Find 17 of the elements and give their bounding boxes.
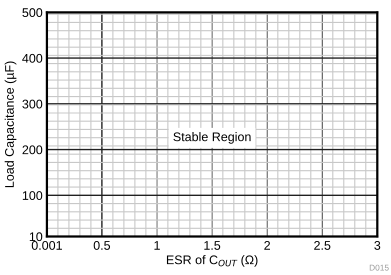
y-tick-label: 500 bbox=[22, 8, 42, 18]
x-axis-title: ESR of C$_{OUT}$ (Ω) bbox=[166, 255, 258, 267]
x-tick-label: 0.5 bbox=[94, 240, 110, 250]
x-tick-label: 1 bbox=[154, 241, 160, 250]
y-axis-title: Load Capacitance (µF) bbox=[4, 62, 16, 188]
x-tick-label: 2.5 bbox=[314, 240, 330, 250]
annotation: Stable Region bbox=[173, 132, 251, 144]
y-tick-label: 300 bbox=[22, 100, 42, 109]
y-tick-label: 200 bbox=[22, 145, 42, 154]
x-tick-label: 2 bbox=[264, 240, 270, 250]
x-tick-label: 3 bbox=[374, 240, 380, 250]
y-tick-label: 100 bbox=[22, 191, 42, 200]
x-tick-label: 1.5 bbox=[204, 241, 220, 250]
y-tick-label: 10 bbox=[30, 232, 42, 242]
text: D015 bbox=[370, 264, 389, 271]
x-tick-label: 0.001 bbox=[32, 240, 62, 250]
y-tick-label: 400 bbox=[22, 54, 42, 63]
